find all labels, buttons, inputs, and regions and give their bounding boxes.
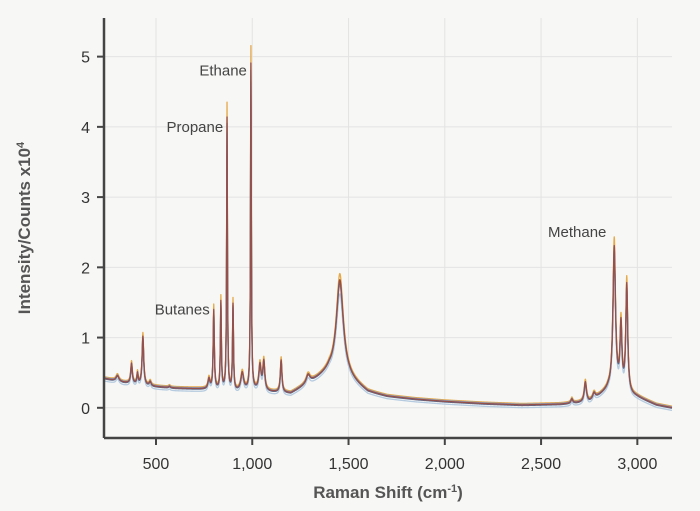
- x-tick-label: 1,000: [232, 456, 272, 473]
- tick-labels: 0 1 2 3 4 5 500 1,000 1,500 2,000 2,500 3,000: [81, 50, 657, 473]
- spectrum-series-line: [103, 69, 673, 409]
- series-layer: [103, 44, 673, 412]
- x-tick-label: 2,500: [521, 456, 561, 473]
- grid-lines: [104, 18, 672, 438]
- peak-annotation-ethane: Ethane: [199, 63, 247, 80]
- y-tick-label: 1: [81, 331, 90, 348]
- peak-annotations: Ethane Propane Butanes Methane: [155, 63, 607, 319]
- y-tick-label: 4: [81, 120, 90, 137]
- x-tick-label: 3,000: [617, 456, 657, 473]
- axes: [102, 18, 672, 440]
- spectrum-series-line: [103, 103, 673, 412]
- y-axis-title: Intensity/Counts x104: [15, 141, 34, 314]
- spectrum-series-line: [103, 62, 673, 409]
- y-tick-label: 2: [81, 260, 90, 277]
- plot-background: [104, 18, 672, 438]
- spectrum-series-line: [103, 44, 673, 407]
- x-axis-title: Raman Shift (cm-1): [313, 483, 463, 502]
- peak-annotation-methane: Methane: [548, 224, 606, 241]
- x-tick-label: 500: [143, 456, 170, 473]
- x-tick-label: 2,000: [425, 456, 465, 473]
- y-tick-label: 3: [81, 190, 90, 207]
- x-tick-label: 1,500: [329, 456, 369, 473]
- peak-annotation-propane: Propane: [167, 119, 224, 136]
- y-tick-label: 0: [81, 401, 90, 418]
- y-tick-label: 5: [81, 50, 90, 67]
- peak-annotation-butanes: Butanes: [155, 301, 210, 318]
